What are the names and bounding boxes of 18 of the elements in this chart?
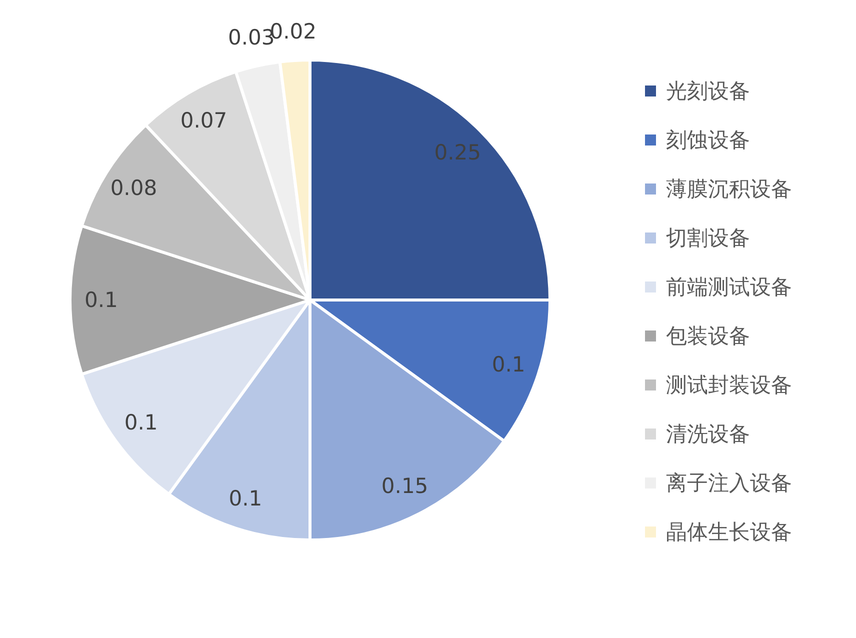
data-label: 0.1	[492, 352, 526, 377]
legend-label: 切割设备	[666, 226, 750, 250]
legend-label: 离子注入设备	[666, 471, 792, 495]
data-label: 0.25	[434, 140, 482, 164]
data-label: 0.1	[124, 410, 158, 435]
legend-label: 测试封装设备	[666, 373, 792, 397]
legend-label: 前端测试设备	[666, 275, 792, 299]
legend-label: 光刻设备	[666, 79, 750, 103]
legend-label: 薄膜沉积设备	[666, 177, 792, 201]
data-label: 0.07	[180, 108, 228, 132]
data-label: 0.1	[228, 486, 262, 511]
data-label: 0.15	[381, 474, 428, 498]
legend-label: 清洗设备	[666, 422, 750, 446]
data-label: 0.08	[110, 176, 158, 200]
legend-label: 包装设备	[666, 324, 750, 348]
data-label: 0.1	[84, 288, 118, 312]
legend-label: 晶体生长设备	[666, 520, 792, 544]
legend-label: 刻蚀设备	[666, 128, 750, 152]
